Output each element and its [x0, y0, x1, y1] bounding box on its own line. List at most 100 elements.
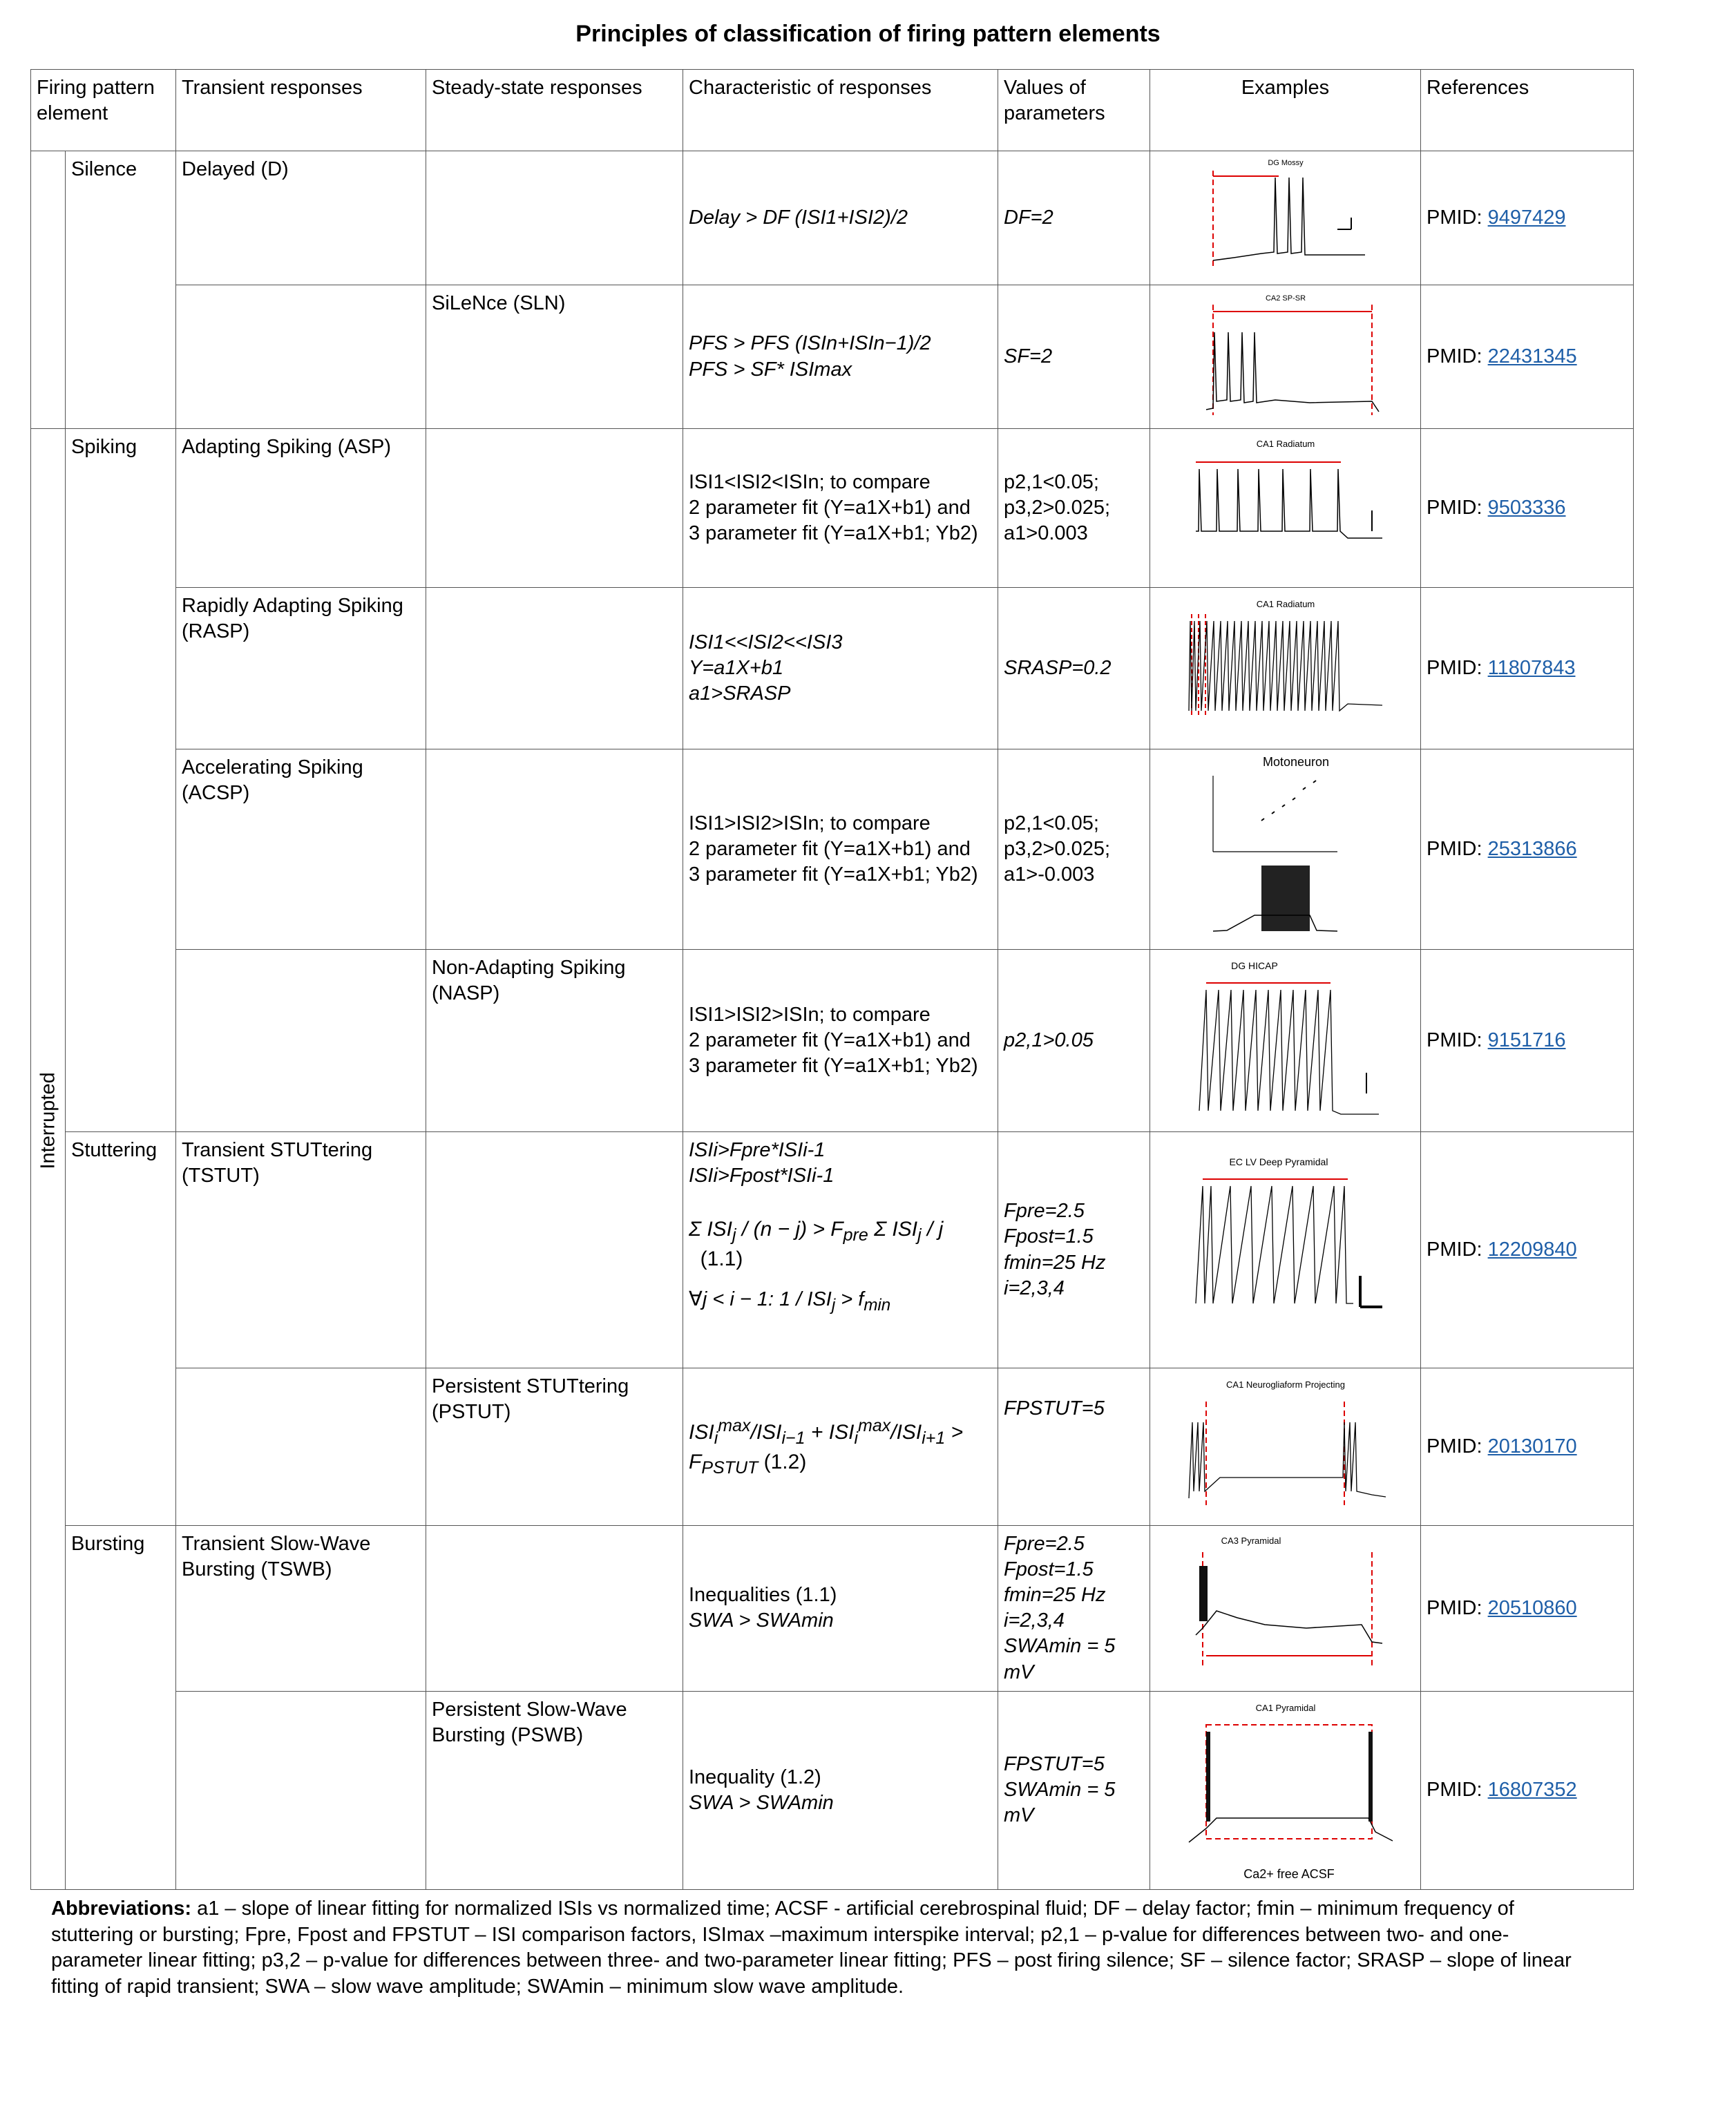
header-characteristic: Characteristic of responses: [683, 69, 998, 151]
table-row: Persistent Slow-Wave Bursting (PSWB) Ine…: [31, 1690, 1634, 1890]
char-line: SWA > SWAmin: [689, 1609, 834, 1632]
char-line: 2 parameter fit (Y=a1X+b1) and: [689, 1029, 971, 1051]
trace-sln-figure: CA2 SP-SR: [1205, 294, 1380, 415]
pmid-link[interactable]: 9497429: [1487, 206, 1566, 229]
pmid-link[interactable]: 12209840: [1487, 1238, 1577, 1261]
pmid-link[interactable]: 20510860: [1487, 1596, 1577, 1619]
pmid-label: PMID:: [1427, 206, 1482, 229]
group-interrupted: Interrupted: [37, 1072, 59, 1169]
abbreviations-text: a1 – slope of linear fitting for normali…: [51, 1898, 1572, 1998]
pmid-link[interactable]: 20130170: [1487, 1435, 1577, 1457]
reference-cell: PMID: 22431345: [1420, 285, 1634, 429]
table-row: Non-Adapting Spiking (NASP) ISI1>ISI2>IS…: [31, 949, 1634, 1132]
table-row: Stuttering Transient STUTtering (TSTUT) …: [31, 1131, 1634, 1526]
value-line: p3,2>0.025;: [1004, 496, 1111, 519]
group-stuttering: Stuttering: [65, 1131, 176, 1526]
example-label: DG Mossy: [1268, 159, 1304, 167]
char-line: ISIi>Fpost*ISIi-1: [689, 1165, 834, 1187]
reference-cell: PMID: 9497429: [1420, 151, 1634, 285]
example-cell: CA1 Radiatum: [1150, 428, 1421, 588]
pmid-link[interactable]: 25313866: [1487, 837, 1577, 860]
group-silence: Silence: [65, 151, 176, 429]
char-line: 2 parameter fit (Y=a1X+b1) and: [689, 837, 971, 860]
header-steady: Steady-state responses: [426, 69, 683, 151]
cell-transient: Delayed (D): [175, 151, 426, 285]
header-row: Firing pattern element Transient respons…: [30, 69, 1634, 151]
cell-steady: Persistent STUTtering (PSTUT): [426, 1368, 683, 1526]
reference-cell: PMID: 16807352: [1420, 1690, 1634, 1890]
pmid-label: PMID:: [1427, 345, 1482, 367]
char-line: PFS > PFS (ISIn+ISIn−1)/2: [689, 332, 931, 355]
trace-acsp-figure: Motoneuron: [1212, 755, 1337, 932]
cell-values: p2,1<0.05; p3,2>0.025; a1>-0.003: [998, 749, 1150, 950]
reference-cell: PMID: 9503336: [1420, 428, 1634, 588]
cell-steady: SiLeNce (SLN): [426, 285, 683, 429]
abbreviations-label: Abbreviations:: [51, 1898, 192, 1920]
example-label: CA1 Radiatum: [1256, 599, 1315, 609]
cell-transient: Accelerating Spiking (ACSP): [175, 749, 426, 950]
pmid-link[interactable]: 9503336: [1487, 496, 1566, 519]
table-row: Accelerating Spiking (ACSP) ISI1>ISI2>IS…: [31, 749, 1634, 950]
equation-number: (1.2): [763, 1451, 807, 1473]
cell-characteristic: Inequality (1.2) SWA > SWAmin: [683, 1690, 998, 1890]
trace-asp-figure: CA1 Radiatum: [1195, 439, 1382, 539]
cell-characteristic: ISI1<<ISI2<<ISI3 Y=a1X+b1 a1>SRASP: [683, 587, 998, 749]
example-label: CA1 Neurogliaform Projecting: [1226, 1379, 1345, 1390]
pmid-link[interactable]: 9151716: [1487, 1029, 1566, 1051]
cell-transient: Adapting Spiking (ASP): [175, 428, 426, 588]
pmid-link[interactable]: 22431345: [1487, 345, 1577, 367]
trace-delayed-figure: DG Mossy: [1212, 159, 1365, 267]
char-line: 3 parameter fit (Y=a1X+b1; Yb2): [689, 1055, 978, 1078]
value-line: Fpost=1.5: [1004, 1558, 1094, 1581]
pmid-label: PMID:: [1427, 1779, 1482, 1801]
pmid-link[interactable]: 11807843: [1487, 656, 1576, 679]
value-line: i=2,3,4: [1004, 1609, 1065, 1632]
cell-steady: [426, 1131, 683, 1368]
char-line: ISI1>ISI2>ISIn; to compare: [689, 1003, 931, 1026]
value-line: Fpre=2.5: [1004, 1200, 1085, 1223]
cell-values: FPSTUT=5: [998, 1368, 1150, 1526]
trace-rasp-figure: CA1 Radiatum: [1187, 599, 1382, 718]
header-references: References: [1420, 69, 1634, 151]
group-interrupted-cell: Interrupted: [30, 428, 66, 1890]
equation-number: (1.1): [700, 1248, 743, 1271]
pmid-label: PMID:: [1427, 496, 1482, 519]
table-row: Bursting Transient Slow-Wave Bursting (T…: [31, 1525, 1634, 1890]
trace-tstut-figure: EC LV Deep Pyramidal: [1194, 1156, 1382, 1308]
cell-transient: Transient STUTtering (TSTUT): [175, 1131, 426, 1368]
cell-transient: [175, 1690, 426, 1890]
cell-characteristic: ISIimax/ISIi−1 + ISIimax/ISIi+1 > FPSTUT…: [683, 1368, 998, 1526]
pmid-label: PMID:: [1427, 656, 1482, 679]
char-line: a1>SRASP: [689, 682, 791, 705]
table-row: Persistent STUTtering (PSTUT) ISIimax/IS…: [31, 1368, 1634, 1526]
trace-nasp-figure: DG HICAP: [1198, 960, 1379, 1115]
page-title: Principles of classification of firing p…: [575, 21, 1161, 47]
cell-characteristic: ISI1>ISI2>ISIn; to compare 2 parameter f…: [683, 949, 998, 1132]
cell-values: p2,1>0.05: [998, 949, 1150, 1132]
cell-steady: [426, 587, 683, 749]
value-line: SWAmin = 5 mV: [1004, 1635, 1116, 1683]
table-row: Rapidly Adapting Spiking (RASP) ISI1<<IS…: [31, 587, 1634, 749]
example-cell: Motoneuron: [1150, 749, 1421, 950]
example-label: CA2 SP-SR: [1265, 294, 1305, 303]
cell-steady: [426, 1525, 683, 1692]
formula-1-1: Σ ISIj / (n − j) > Fpre Σ ISIj / j (1.1): [689, 1218, 944, 1271]
cell-transient: [175, 949, 426, 1132]
value-line: p2,1<0.05;: [1004, 812, 1099, 834]
char-line: 3 parameter fit (Y=a1X+b1; Yb2): [689, 522, 978, 545]
cell-characteristic: Inequalities (1.1) SWA > SWAmin: [683, 1525, 998, 1692]
table-row: SiLeNce (SLN) PFS > PFS (ISIn+ISIn−1)/2 …: [31, 285, 1634, 429]
cell-values: p2,1<0.05; p3,2>0.025; a1>0.003: [998, 428, 1150, 588]
example-cell: CA1 Pyramidal Ca2+ free ACSF: [1150, 1690, 1421, 1890]
pmid-link[interactable]: 16807352: [1487, 1779, 1577, 1801]
cell-steady: [426, 749, 683, 950]
pmid-label: PMID:: [1427, 1238, 1482, 1261]
cell-characteristic: Delay > DF (ISI1+ISI2)/2: [683, 151, 998, 285]
pmid-label: PMID:: [1427, 837, 1482, 860]
example-cell: DG Mossy: [1150, 151, 1421, 285]
header-examples: Examples: [1150, 69, 1421, 151]
pmid-label: PMID:: [1427, 1029, 1482, 1051]
example-cell: CA1 Radiatum: [1150, 587, 1421, 749]
char-line: ISI1<ISI2<ISIn; to compare: [689, 470, 931, 493]
cell-values: Fpre=2.5 Fpost=1.5 fmin=25 Hz i=2,3,4 SW…: [998, 1525, 1150, 1692]
